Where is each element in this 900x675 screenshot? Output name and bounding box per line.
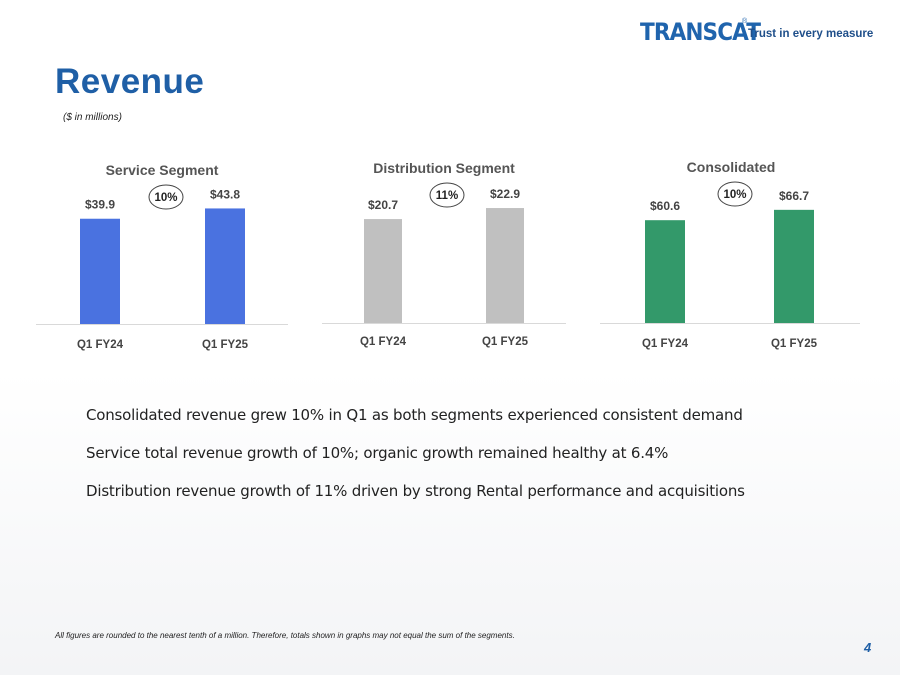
growth-label: 11% xyxy=(436,190,458,202)
data-label: $66.7 xyxy=(779,189,809,203)
page-title: Revenue xyxy=(55,62,205,101)
chart-title: Consolidated xyxy=(687,159,776,175)
growth-badge xyxy=(148,184,184,210)
transcat-logo: TRANSCAT ® Trust in every measure xyxy=(640,18,874,52)
bar xyxy=(205,208,245,324)
bullet-list: Consolidated revenue grew 10% in Q1 as b… xyxy=(86,405,745,519)
chart-3: Consolidated $60.6 Q1 FY24 $66.7 Q1 FY25 10% xyxy=(600,159,860,350)
bullet-item: Consolidated revenue grew 10% in Q1 as b… xyxy=(86,406,743,424)
chart-1: Service Segment $39.9 Q1 FY24 $43.8 Q1 FY25 1… xyxy=(36,162,288,351)
x-tick-label: Q1 FY25 xyxy=(482,336,529,348)
logo-wordmark: TRANSCAT xyxy=(640,18,761,46)
growth-badge xyxy=(717,181,753,207)
x-tick-label: Q1 FY24 xyxy=(77,339,124,351)
bar xyxy=(645,220,685,323)
x-tick-label: Q1 FY24 xyxy=(360,336,407,348)
bar xyxy=(364,219,402,323)
growth-label: 10% xyxy=(723,189,746,201)
bar xyxy=(80,218,120,324)
page-number: 4 xyxy=(864,640,872,655)
growth-label: 10% xyxy=(154,192,177,204)
data-label: $43.8 xyxy=(210,187,240,201)
chart-title: Distribution Segment xyxy=(373,160,515,176)
logo-registered-mark: ® xyxy=(742,18,748,25)
bar xyxy=(774,209,814,323)
footnote: All figures are rounded to the nearest t… xyxy=(55,631,515,640)
data-label: $60.6 xyxy=(650,199,680,213)
x-tick-label: Q1 FY25 xyxy=(771,338,818,350)
x-tick-label: Q1 FY25 xyxy=(202,339,249,351)
data-label: $39.9 xyxy=(85,198,115,212)
bar xyxy=(486,208,524,323)
bullet-item: Distribution revenue growth of 11% drive… xyxy=(86,482,745,500)
x-tick-label: Q1 FY24 xyxy=(642,338,689,350)
growth-badge xyxy=(429,182,465,208)
bullet-item: Service total revenue growth of 10%; org… xyxy=(86,444,669,462)
chart-title: Service Segment xyxy=(106,162,219,178)
logo-tagline: Trust in every measure xyxy=(748,28,874,40)
chart-2: Distribution Segment $20.7 Q1 FY24 $22.9 Q1 … xyxy=(322,160,566,348)
data-label: $20.7 xyxy=(368,198,398,212)
data-label: $22.9 xyxy=(490,187,520,201)
revenue-charts: Service Segment $39.9 Q1 FY24 $43.8 Q1 FY25 1… xyxy=(36,159,860,351)
units-note: ($ in millions) xyxy=(63,112,122,123)
